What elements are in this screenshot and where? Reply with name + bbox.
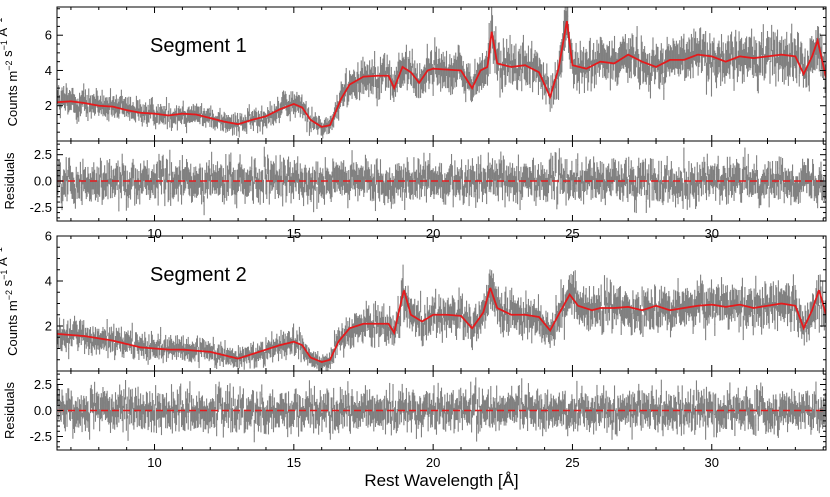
y-tick-label: 2	[45, 98, 52, 113]
seg1-spectrum-plot-area	[57, 7, 826, 139]
seg2-spectrum-plot-area	[57, 264, 826, 371]
seg2-spectrum-data-series	[57, 264, 826, 371]
seg1-residuals-ylabel: Residuals	[2, 152, 17, 210]
y-tick-label: 0.0	[34, 174, 52, 189]
y-tick-label: 4	[45, 63, 52, 78]
x-tick-label: 10	[147, 226, 161, 241]
seg1-residuals-data-series	[57, 146, 826, 216]
seg1-spectrum-annotation: Segment 1	[150, 35, 247, 57]
seg1-residuals-panel: 2.5 0.0 -2.5 Residuals 10 15 20 25 30	[2, 140, 827, 241]
x-tick-label: 25	[565, 226, 579, 241]
seg1-spectrum-model-line	[57, 20, 826, 128]
x-tick-label: 20	[426, 226, 440, 241]
x-tick-label: 15	[287, 226, 301, 241]
y-tick-label: -2.5	[30, 200, 52, 215]
seg1-spectrum-panel: 2 4 6 Counts m−2 s−1 Å−1 Segment 1	[0, 6, 827, 142]
x-tick-label: 30	[705, 226, 719, 241]
y-tick-label: 2.5	[34, 147, 52, 162]
seg1-residuals-plot-area	[57, 146, 826, 216]
y-tick-label: 6	[45, 28, 52, 43]
seg1-spectrum-ylabel: Counts m−2 s−1 Å−1	[0, 18, 20, 127]
